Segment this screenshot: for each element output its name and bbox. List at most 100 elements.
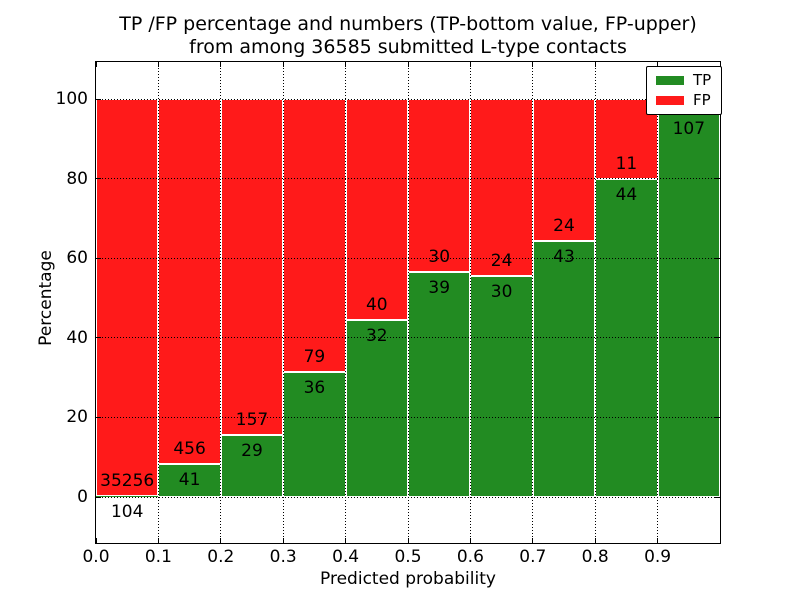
tick-mark-y xyxy=(715,416,720,418)
tick-label-y: 60 xyxy=(66,248,88,269)
bar-count-label-tp: 43 xyxy=(553,247,575,268)
bar-count-label-tp: 44 xyxy=(615,184,638,205)
gridline-x xyxy=(220,62,222,543)
tick-mark-y xyxy=(96,178,101,180)
tick-label-x: 0.4 xyxy=(332,547,360,567)
bar-segment-fp xyxy=(283,99,346,373)
legend-swatch-tp-icon xyxy=(656,76,684,85)
gridline-x xyxy=(469,62,471,543)
tick-mark-x xyxy=(345,62,347,67)
bar-count-label-fp: 11 xyxy=(615,153,638,174)
tick-mark-y xyxy=(715,257,720,259)
gridline-x xyxy=(657,62,659,543)
tick-mark-y xyxy=(96,257,101,259)
tick-mark-x xyxy=(594,62,596,67)
bar-segment-tp xyxy=(158,464,221,497)
bar-segment-fp xyxy=(220,99,284,435)
tick-mark-x xyxy=(282,538,284,543)
tick-mark-x xyxy=(157,538,159,543)
tick-mark-x xyxy=(407,62,409,67)
tick-label-x: 0.8 xyxy=(581,547,609,567)
chart-title-line2: from among 36585 submitted L-type contac… xyxy=(189,36,627,58)
tick-mark-x xyxy=(95,538,97,543)
tick-mark-x xyxy=(220,538,222,543)
bar-segment-fp xyxy=(345,99,408,321)
gridline-x xyxy=(407,62,409,543)
bar-count-label-tp: 32 xyxy=(365,326,388,347)
tick-label-x: 0.9 xyxy=(644,547,672,567)
legend-swatch-fp-icon xyxy=(656,96,684,105)
bar-segment-fp xyxy=(470,99,533,276)
tick-mark-x xyxy=(657,538,659,543)
x-axis-label: Predicted probability xyxy=(320,569,496,589)
bar-count-label-tp: 30 xyxy=(490,281,513,302)
tick-label-y: 20 xyxy=(66,407,88,428)
tick-mark-y xyxy=(96,98,101,100)
bar-count-label-tp: 36 xyxy=(303,378,326,399)
tick-mark-y xyxy=(715,496,720,498)
bar-count-label-fp: 157 xyxy=(235,409,269,430)
chart-title: TP /FP percentage and numbers (TP-bottom… xyxy=(96,13,720,59)
bar-segment-fp xyxy=(532,99,596,242)
tick-label-x: 0.0 xyxy=(82,547,110,567)
bar-count-label-fp: 35256 xyxy=(100,470,155,491)
legend-item-tp: TP xyxy=(656,71,712,89)
tick-label-y: 40 xyxy=(66,327,88,348)
legend: TP FP xyxy=(646,66,723,115)
plot-area: 35256 104 456 41 157 29 79 36 40 32 30 39 24 30 24 43 11… xyxy=(96,62,720,543)
tick-label-x: 0.5 xyxy=(394,547,422,567)
tick-mark-y xyxy=(96,496,101,498)
bar-segment-tp xyxy=(470,275,533,497)
legend-label-tp: TP xyxy=(693,71,712,89)
chart-title-line1: TP /FP percentage and numbers (TP-bottom… xyxy=(119,13,697,35)
tick-label-x: 0.6 xyxy=(456,547,484,567)
legend-item-fp: FP xyxy=(656,91,711,109)
bar-count-label-tp: 41 xyxy=(178,470,201,491)
tick-mark-x xyxy=(220,62,222,67)
bar-segment-tp xyxy=(220,434,284,497)
tick-mark-x xyxy=(407,538,409,543)
bar-count-label-fp: 24 xyxy=(490,250,513,271)
bar-segment-tp xyxy=(345,320,408,497)
bar-segment-tp xyxy=(283,372,346,497)
bar-segment-tp xyxy=(657,112,720,497)
tick-mark-x xyxy=(469,538,471,543)
tick-mark-x xyxy=(157,62,159,67)
gridline-x xyxy=(594,62,596,543)
bar-count-label-fp: 40 xyxy=(365,295,388,316)
bar-count-label-tp: 29 xyxy=(241,440,263,461)
bar-count-label-fp: 79 xyxy=(303,347,326,368)
tick-label-x: 0.2 xyxy=(207,547,235,567)
tick-label-x: 0.1 xyxy=(144,547,172,567)
bar-count-label-tp: 107 xyxy=(672,118,706,139)
bar-count-label-tp: 39 xyxy=(428,278,451,299)
tick-label-y: 100 xyxy=(55,89,88,109)
tick-mark-x xyxy=(532,538,534,543)
bar-segment-fp xyxy=(96,99,159,496)
tick-mark-y xyxy=(715,178,720,180)
bar-count-label-fp: 24 xyxy=(553,216,575,237)
tick-mark-x xyxy=(469,62,471,67)
tick-mark-y xyxy=(96,416,101,418)
bar-segment-tp xyxy=(532,241,596,497)
tick-mark-x xyxy=(594,538,596,543)
tick-mark-x xyxy=(532,62,534,67)
gridline-x xyxy=(282,62,284,543)
legend-label-fp: FP xyxy=(693,91,711,109)
tick-mark-y xyxy=(96,337,101,339)
tick-mark-x xyxy=(345,538,347,543)
bar-count-label-fp: 456 xyxy=(173,439,206,460)
tick-label-y: 80 xyxy=(66,168,88,189)
tick-mark-y xyxy=(715,337,720,339)
tick-label-x: 0.7 xyxy=(519,547,547,567)
tick-mark-x xyxy=(657,62,659,67)
gridline-x xyxy=(157,62,159,543)
bar-count-label-tp: 104 xyxy=(110,501,144,522)
tick-mark-x xyxy=(282,62,284,67)
gridline-x xyxy=(532,62,534,543)
tick-mark-x xyxy=(95,62,97,67)
bar-count-label-fp: 30 xyxy=(428,247,451,268)
bar-segment-tp xyxy=(96,495,159,497)
bar-segment-fp xyxy=(408,99,471,273)
